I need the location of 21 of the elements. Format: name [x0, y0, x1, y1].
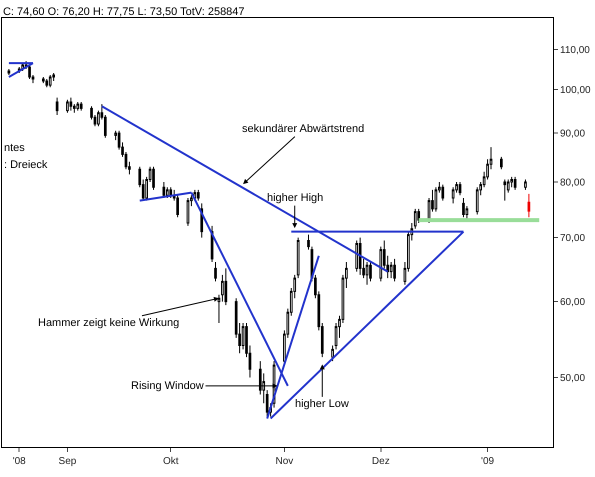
x-tick-label: Okt: [162, 456, 179, 467]
annotation: higher Low: [295, 398, 349, 410]
y-tick-label: 50,00: [560, 372, 586, 384]
y-tick-label: 110,00: [560, 45, 590, 56]
y-tick-label: 80,00: [560, 178, 586, 189]
annotation: ntes: [4, 142, 26, 154]
annotation: higher High: [267, 192, 324, 204]
y-tick-label: 60,00: [560, 297, 586, 308]
y-tick-label: 70,00: [560, 233, 586, 244]
x-tick-label: '09: [481, 456, 495, 467]
annotation: : Dreieck: [4, 159, 48, 171]
chart-title: C: 74,60 O: 76,20 H: 77,75 L: 73,50 TotV: 258847: [2, 6, 245, 18]
x-tick-label: Dez: [372, 456, 390, 467]
annotation: sekundärer Abwärtstrend: [242, 123, 364, 135]
annotation: Rising Window: [131, 380, 204, 392]
x-tick-label: Sep: [58, 456, 77, 467]
annotation: Hammer zeigt keine Wirkung: [38, 317, 180, 329]
x-tick-label: '08: [12, 456, 26, 467]
y-tick-label: 100,00: [560, 84, 592, 96]
y-tick-label: 90,00: [560, 128, 586, 140]
x-tick-label: Nov: [275, 456, 294, 467]
